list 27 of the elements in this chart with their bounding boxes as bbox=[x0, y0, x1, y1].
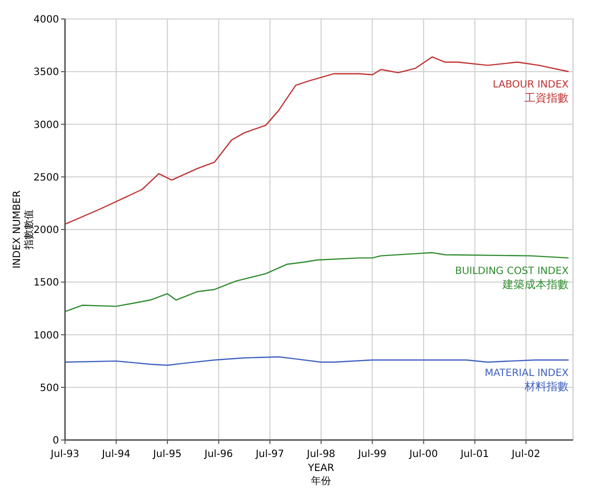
y-tick-label: 3000 bbox=[34, 120, 59, 131]
series-label: LABOUR INDEX 工資指數 bbox=[492, 80, 569, 105]
x-tick-label: Jul-94 bbox=[100, 449, 130, 460]
x-tick-label: Jul-00 bbox=[408, 449, 438, 460]
x-tick-label: Jul-99 bbox=[357, 449, 386, 460]
x-tick-label: Jul-93 bbox=[50, 449, 80, 460]
y-tick-label: 500 bbox=[40, 382, 59, 394]
line-series bbox=[64, 56, 570, 225]
y-tick-label: 0 bbox=[52, 436, 59, 446]
y-tick-label: 4000 bbox=[34, 14, 59, 26]
y-tick-label: 2500 bbox=[34, 172, 59, 184]
y-tick-label: 1500 bbox=[34, 278, 59, 289]
line-series bbox=[64, 356, 570, 366]
x-tick-label: Jul-95 bbox=[152, 449, 182, 460]
x-tick-label: Jul-02 bbox=[510, 449, 540, 460]
series-label: BUILDING COST INDEX 建築成本指數 bbox=[455, 266, 569, 291]
x-axis-title: YEAR 年份 bbox=[306, 463, 334, 487]
x-tick-label: Jul-96 bbox=[204, 449, 233, 460]
x-tick-label: Jul-01 bbox=[460, 449, 490, 460]
x-tick-label: Jul-98 bbox=[306, 449, 336, 460]
y-tick-label: 2000 bbox=[34, 225, 59, 236]
y-axis-title: INDEX NUMBER 指數數值 bbox=[12, 190, 35, 269]
line-series bbox=[64, 252, 570, 312]
y-tick-label: 3500 bbox=[34, 67, 59, 78]
y-tick-label: 1000 bbox=[34, 330, 59, 342]
x-tick-label: Jul-97 bbox=[254, 449, 284, 460]
series-label: MATERIAL INDEX 材料指數 bbox=[484, 368, 569, 394]
